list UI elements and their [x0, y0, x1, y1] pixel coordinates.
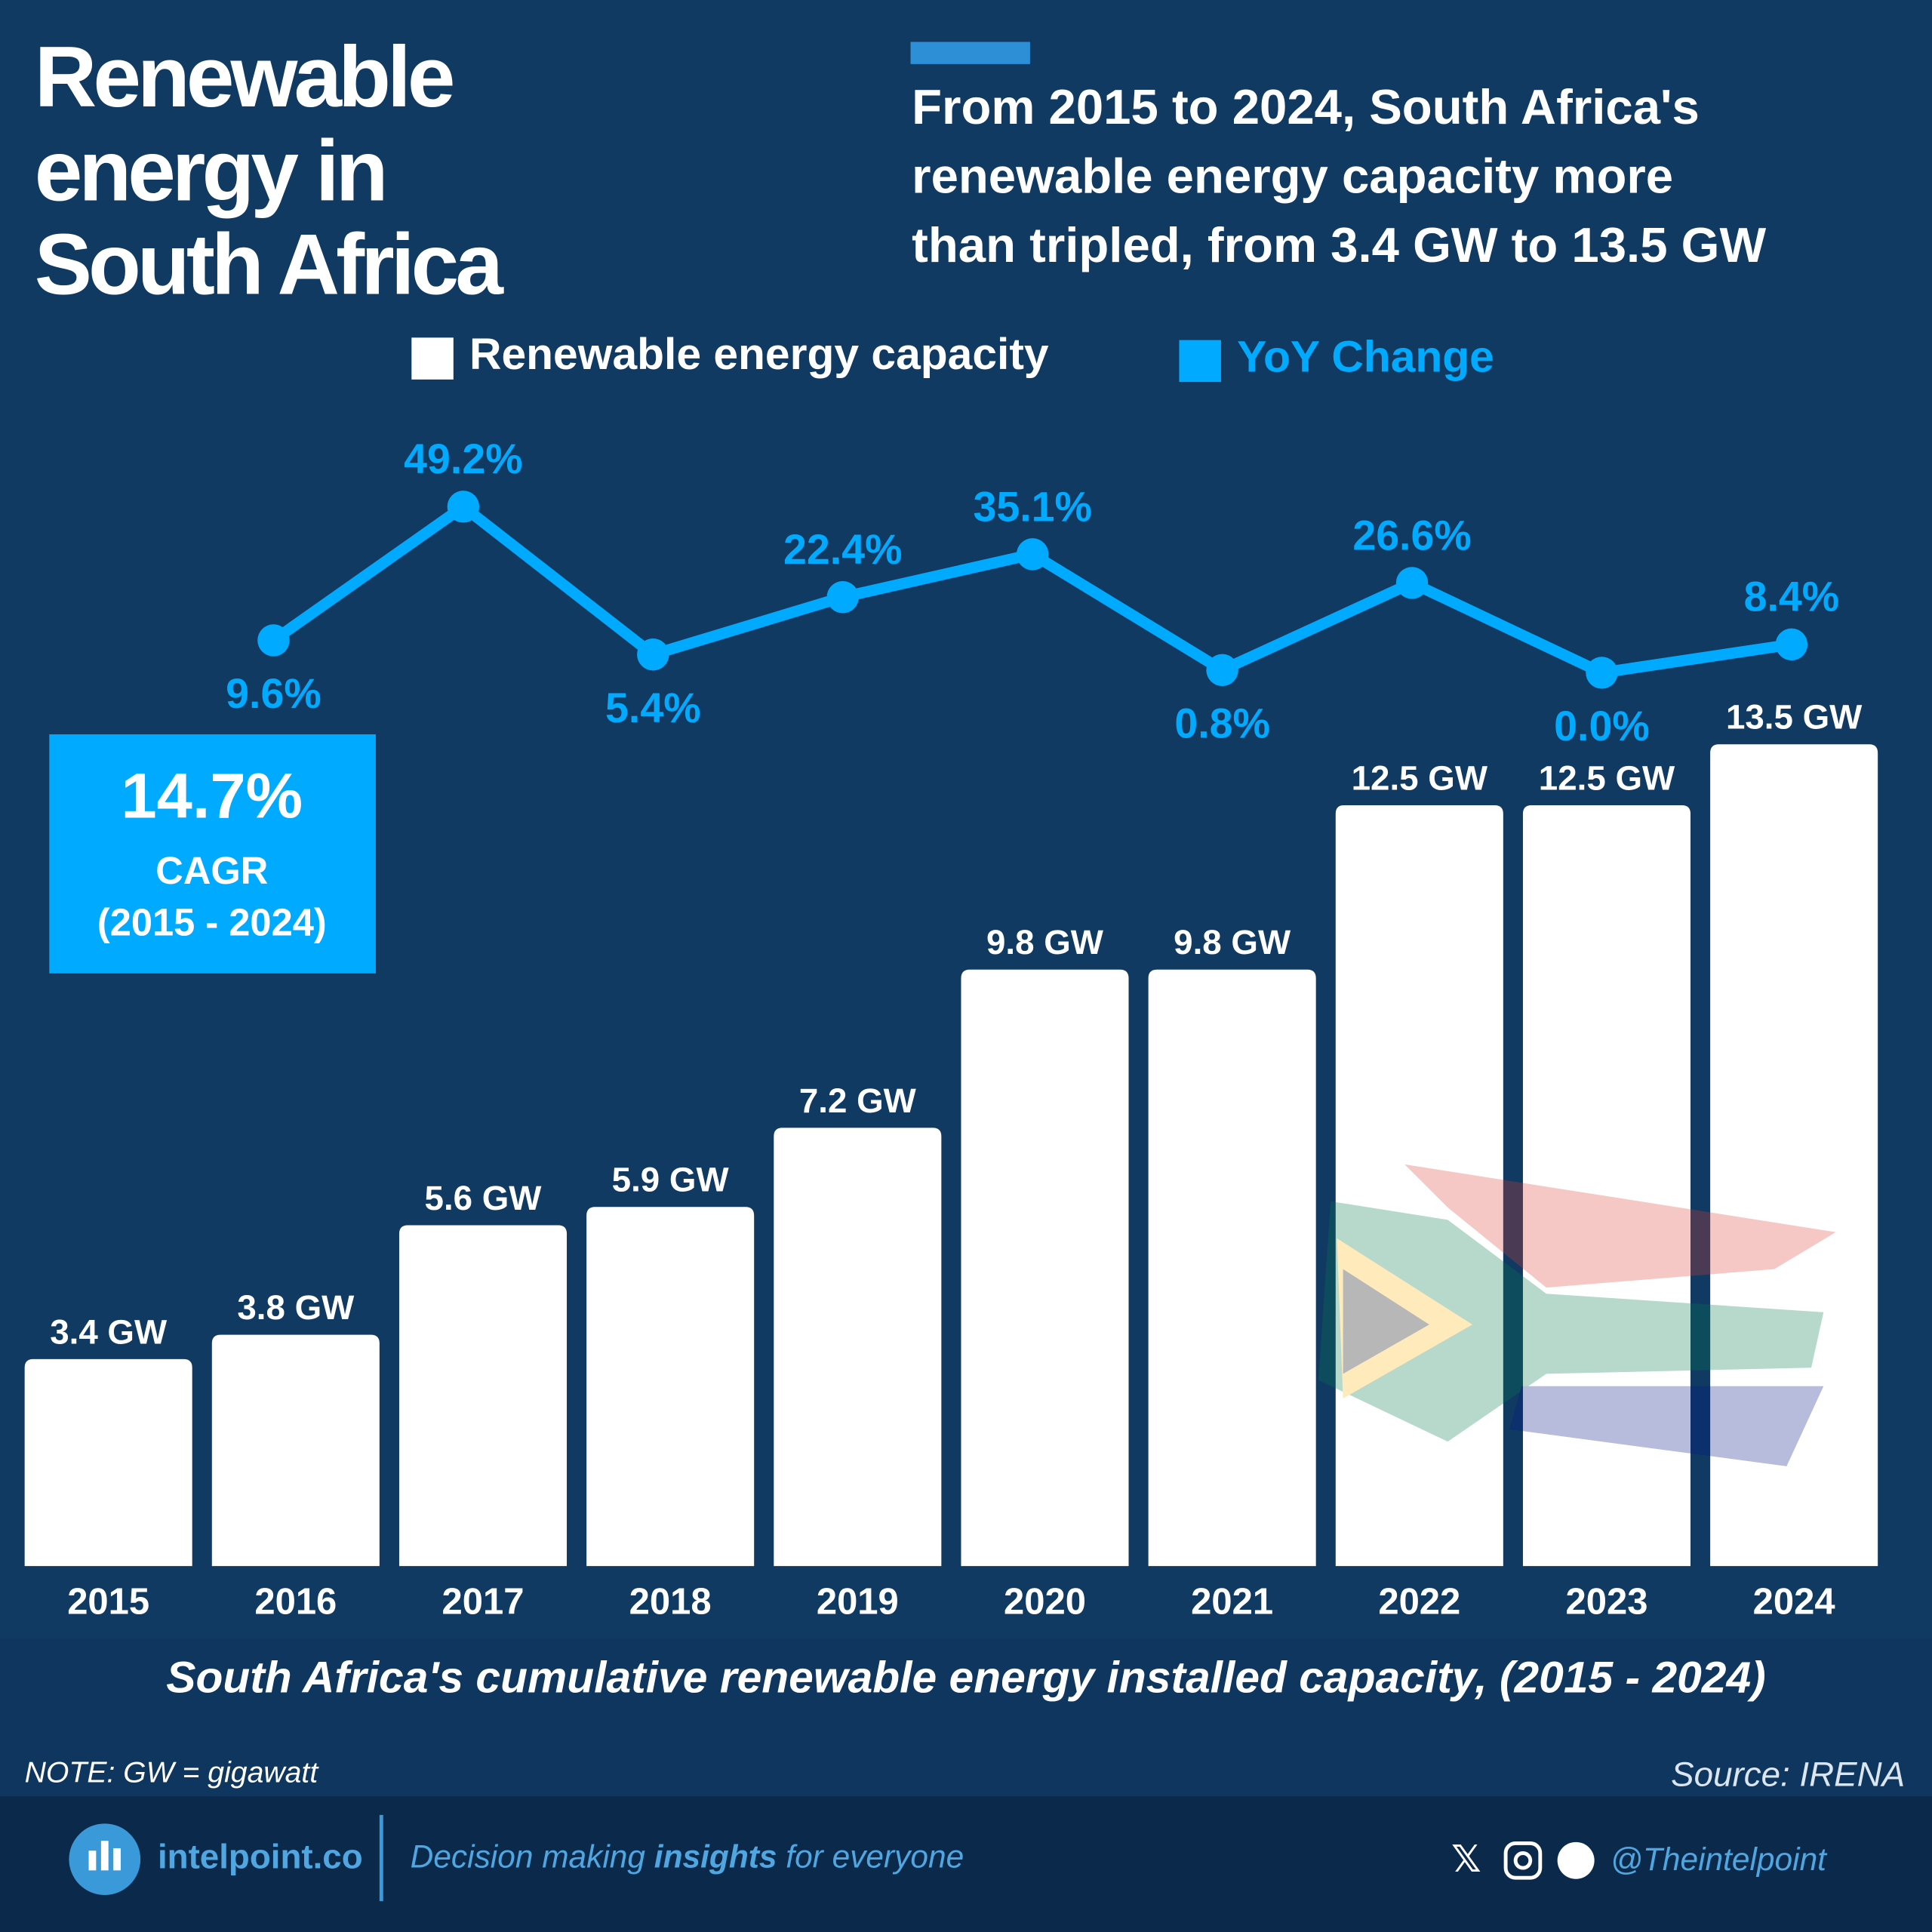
- yoy-point: [1206, 654, 1238, 687]
- bar-label: 9.8 GW: [1174, 923, 1291, 961]
- x-tick-label: 2020: [1004, 1582, 1086, 1623]
- tagline-part: for everyone: [777, 1839, 964, 1875]
- instagram-icon: [1503, 1841, 1543, 1880]
- x-tick-label: 2021: [1191, 1582, 1273, 1623]
- yoy-point: [1586, 657, 1618, 689]
- x-tick-label: 2024: [1753, 1582, 1835, 1623]
- bar-label: 12.5 GW: [1539, 758, 1675, 797]
- bar: [1522, 804, 1690, 1567]
- yoy-label: 0.8%: [1174, 700, 1270, 747]
- cagr-label: CAGR: [155, 849, 268, 892]
- subtitle: renewable energy capacity more: [912, 149, 1673, 204]
- bar-label: 9.8 GW: [986, 923, 1104, 961]
- yoy-point: [447, 491, 480, 523]
- x-tick-label: 2015: [67, 1582, 149, 1623]
- tagline: Decision making insights for everyone: [411, 1839, 964, 1875]
- bar-label: 5.9 GW: [612, 1161, 730, 1199]
- flag-gold: [1337, 1238, 1473, 1399]
- bar-label: 12.5 GW: [1352, 758, 1488, 797]
- logo-bar: [100, 1841, 109, 1871]
- x-icon: 𝕏: [1451, 1839, 1481, 1880]
- yoy-label: 35.1%: [973, 483, 1091, 530]
- yoy-label: 0.0%: [1554, 703, 1650, 749]
- instagram-icon: [1513, 1851, 1533, 1870]
- yoy-label: 26.6%: [1352, 512, 1471, 558]
- bar: [1335, 804, 1503, 1567]
- yoy-point: [257, 624, 290, 657]
- yoy-label: 22.4%: [783, 526, 902, 573]
- subtitle: From 2015 to 2024, South Africa's: [912, 79, 1700, 134]
- flag-blue: [1509, 1386, 1824, 1466]
- x-tick-label: 2018: [629, 1582, 712, 1623]
- bar-label: 3.8 GW: [237, 1288, 355, 1327]
- bar-label: 13.5 GW: [1726, 698, 1863, 737]
- bar: [211, 1334, 380, 1567]
- yoy-label: 9.6%: [226, 670, 321, 717]
- note: NOTE: GW = gigawatt: [25, 1756, 320, 1789]
- yoy-point: [1016, 538, 1049, 571]
- flag-decoration: [1318, 1164, 1836, 1466]
- logo-bar: [113, 1847, 121, 1871]
- flag-black: [1343, 1269, 1429, 1374]
- handle: @Theintelpoint: [1611, 1841, 1828, 1877]
- logo-bar: [88, 1850, 97, 1871]
- facebook-icon: [1557, 1841, 1595, 1879]
- cagr-value: 14.7%: [121, 760, 303, 832]
- yoy-label: 8.4%: [1744, 574, 1840, 620]
- bar: [586, 1207, 755, 1567]
- legend-swatch: [1179, 340, 1221, 383]
- title: energy in: [35, 123, 385, 219]
- x-tick-label: 2023: [1566, 1582, 1648, 1623]
- bar-label: 7.2 GW: [799, 1081, 917, 1120]
- bar-label: 5.6 GW: [425, 1179, 543, 1217]
- yoy-label: 5.4%: [605, 685, 701, 731]
- yoy-point: [637, 638, 669, 671]
- yoy-point: [1395, 567, 1429, 599]
- bar-label: 3.4 GW: [50, 1312, 168, 1351]
- yoy-label: 49.2%: [404, 435, 522, 482]
- legend-swatch: [411, 337, 454, 380]
- legend-label: YoY Change: [1237, 332, 1494, 381]
- yoy-point: [826, 580, 859, 614]
- divider: [379, 1814, 383, 1902]
- cagr-box: [49, 734, 376, 974]
- tagline-part: insights: [654, 1839, 777, 1875]
- flag-green: [1318, 1201, 1824, 1442]
- bar: [1710, 744, 1878, 1567]
- legend-label: Renewable energy capacity: [469, 330, 1049, 379]
- x-tick-label: 2022: [1378, 1582, 1460, 1623]
- x-tick-label: 2019: [817, 1582, 899, 1623]
- caption-band: [0, 1638, 1932, 1797]
- bar: [24, 1358, 192, 1567]
- caption: South Africa's cumulative renewable ener…: [166, 1653, 1765, 1702]
- yoy-point: [1775, 628, 1808, 661]
- source: Source: IRENA: [1671, 1755, 1905, 1793]
- x-tick-label: 2017: [442, 1582, 525, 1623]
- brand-name: intelpoint.co: [158, 1838, 363, 1876]
- x-tick-label: 2016: [254, 1582, 337, 1623]
- subtitle: than tripled, from 3.4 GW to 13.5 GW: [912, 217, 1766, 272]
- bar: [774, 1128, 942, 1567]
- cagr-period: (2015 - 2024): [97, 900, 327, 943]
- bar: [1148, 969, 1316, 1567]
- tagline-part: Decision making: [411, 1839, 654, 1875]
- footer-band: [0, 1796, 1932, 1932]
- flag-red: [1404, 1164, 1836, 1288]
- bar: [398, 1225, 568, 1567]
- accent-bar: [910, 42, 1030, 64]
- title: South Africa: [35, 217, 505, 312]
- title: Renewable: [35, 29, 453, 125]
- bar: [961, 969, 1129, 1567]
